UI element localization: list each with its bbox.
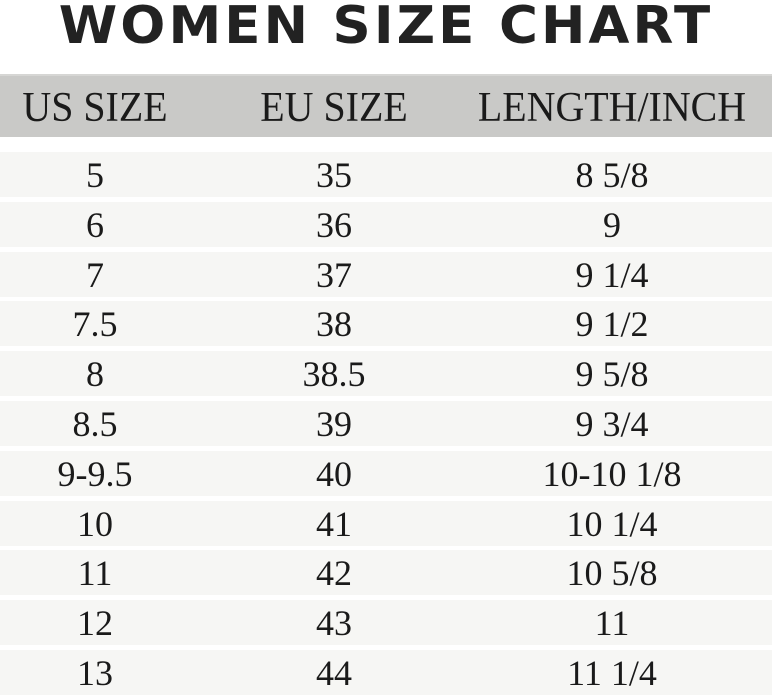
cell-us-size: 7 xyxy=(86,254,104,295)
table-row: 12 43 11 xyxy=(0,600,772,646)
cell-length: 10 5/8 xyxy=(566,553,658,594)
cell-us-size: 11 xyxy=(77,553,113,594)
table-row: 8 38.5 9 5/8 xyxy=(0,351,772,397)
cell-length: 11 1/4 xyxy=(567,653,657,693)
cell-us-size: 8.5 xyxy=(72,404,118,444)
header-length: LENGTH/INCH xyxy=(477,85,747,131)
table-row: 11 42 10 5/8 xyxy=(0,550,772,596)
cell-eu-size: 44 xyxy=(316,653,352,693)
cell-us-size: 6 xyxy=(86,204,104,245)
cell-length: 9 1/4 xyxy=(575,254,649,295)
cell-us-size: 8 xyxy=(86,354,104,395)
table-row: 5 35 8 5/8 xyxy=(0,152,772,197)
table-row: 7 37 9 1/4 xyxy=(0,251,772,297)
cell-eu-size: 43 xyxy=(316,603,352,644)
cell-eu-size: 42 xyxy=(316,553,352,594)
cell-length: 11 xyxy=(594,603,630,644)
cell-eu-size: 38.5 xyxy=(302,354,366,395)
table-row: 6 36 9 xyxy=(0,201,772,247)
table-row: 9-9.5 40 10-10 1/8 xyxy=(0,450,772,496)
cell-us-size: 7.5 xyxy=(72,304,118,345)
cell-eu-size: 40 xyxy=(316,453,352,494)
cell-us-size: 5 xyxy=(86,155,104,195)
cell-length: 9 1/2 xyxy=(575,304,649,345)
chart-title: WOMEN SIZE CHART xyxy=(58,0,714,56)
table-row: 10 41 10 1/4 xyxy=(0,500,772,546)
cell-length: 9 3/4 xyxy=(575,404,649,444)
cell-eu-size: 41 xyxy=(316,503,352,544)
cell-length: 10-10 1/8 xyxy=(542,453,682,494)
header-us-size: US SIZE xyxy=(22,85,168,131)
cell-us-size: 12 xyxy=(77,603,113,644)
cell-eu-size: 36 xyxy=(316,204,352,245)
cell-eu-size: 35 xyxy=(316,155,352,195)
cell-length: 8 5/8 xyxy=(575,155,649,195)
cell-eu-size: 38 xyxy=(316,304,352,345)
table-row: 13 44 11 1/4 xyxy=(0,650,772,695)
cell-us-size: 9-9.5 xyxy=(57,453,133,494)
cell-length: 10 1/4 xyxy=(566,503,658,544)
cell-us-size: 10 xyxy=(77,503,113,544)
cell-length: 9 5/8 xyxy=(575,354,649,395)
table-header: US SIZE EU SIZE LENGTH/INCH xyxy=(0,74,772,137)
cell-length: 9 xyxy=(603,204,621,245)
cell-eu-size: 37 xyxy=(316,254,352,295)
table-row: 8.5 39 9 3/4 xyxy=(0,401,772,446)
table-row: 7.5 38 9 1/2 xyxy=(0,301,772,347)
header-eu-size: EU SIZE xyxy=(260,85,408,131)
cell-us-size: 13 xyxy=(77,653,113,693)
cell-eu-size: 39 xyxy=(316,404,352,444)
